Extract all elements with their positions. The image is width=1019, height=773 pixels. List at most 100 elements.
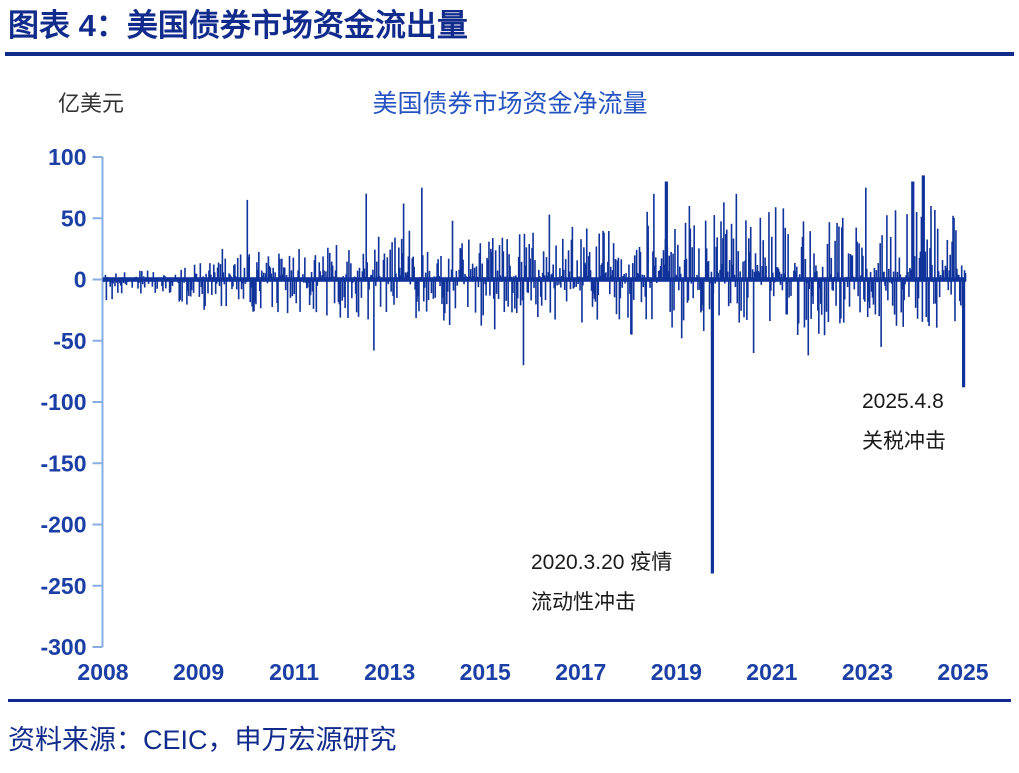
bar: [662, 250, 665, 282]
bar: [651, 277, 653, 320]
bar: [295, 277, 298, 304]
bar: [678, 266, 681, 282]
bar: [906, 214, 908, 282]
bar: [191, 277, 194, 282]
bar: [293, 277, 296, 295]
bar: [300, 277, 302, 282]
bar: [347, 277, 349, 318]
bar: [553, 277, 555, 289]
bar: [832, 277, 834, 291]
bar: [438, 275, 440, 282]
bar: [173, 277, 176, 282]
bar: [225, 277, 228, 307]
bar: [504, 276, 507, 282]
bar: [345, 274, 347, 282]
bar: [264, 273, 267, 282]
bar: [178, 277, 181, 302]
bar: [778, 271, 781, 282]
bar: [701, 277, 703, 311]
bar: [557, 277, 559, 282]
bar: [619, 277, 622, 299]
bar: [374, 249, 376, 282]
bar: [560, 277, 562, 288]
bar: [708, 277, 711, 310]
x-tick-label: 2025: [937, 659, 988, 685]
bar: [533, 277, 535, 288]
bar: [629, 277, 631, 294]
bar: [509, 265, 511, 282]
bar: [313, 260, 316, 282]
bar: [218, 277, 221, 286]
bar: [727, 277, 730, 307]
bar: [266, 277, 269, 284]
bar: [550, 274, 553, 282]
title-divider: [5, 52, 1014, 56]
bar: [385, 277, 388, 312]
bar: [432, 277, 435, 299]
bar: [706, 261, 709, 282]
bar: [125, 277, 128, 286]
bar: [547, 272, 550, 282]
bar: [285, 275, 288, 282]
bar: [348, 250, 350, 282]
bar: [695, 277, 697, 282]
bar: [940, 277, 943, 282]
bar: [412, 256, 414, 282]
bar: [425, 277, 428, 312]
bar: [849, 253, 852, 282]
bar: [621, 277, 624, 288]
bar: [949, 254, 951, 282]
bar: [734, 277, 737, 288]
bar: [284, 277, 287, 291]
bar: [810, 277, 812, 319]
bar: [958, 277, 961, 301]
bar: [647, 225, 649, 282]
bar: [166, 277, 169, 282]
bar: [773, 277, 776, 283]
bar: [460, 248, 462, 282]
bar: [193, 264, 196, 282]
annotation-covid-line1: 2020.3.20 疫情: [531, 551, 673, 574]
bar: [702, 277, 705, 331]
bar: [325, 271, 327, 282]
bar: [117, 277, 119, 293]
bar: [935, 277, 937, 304]
bar: [262, 272, 265, 282]
bar: [572, 277, 575, 289]
bar: [143, 277, 146, 288]
bar: [845, 276, 848, 282]
annotation-tariff: 2025.4.8 关税冲击: [862, 382, 946, 462]
bar: [573, 277, 576, 288]
bar: [227, 277, 229, 282]
bar: [705, 248, 708, 282]
bar: [449, 277, 452, 282]
bar: [387, 277, 390, 285]
bar: [923, 271, 926, 282]
bar: [865, 268, 868, 282]
bar: [339, 277, 342, 318]
bar: [120, 277, 123, 294]
annotation-tariff-line2: 关税冲击: [862, 430, 946, 453]
bar: [480, 277, 483, 326]
bar: [591, 277, 594, 307]
bar: [613, 277, 616, 298]
bar: [655, 277, 658, 283]
bar: [298, 249, 300, 282]
bar: [245, 277, 248, 283]
bar: [128, 277, 131, 282]
bar: [430, 277, 433, 294]
bar: [124, 277, 127, 284]
bar: [103, 277, 106, 282]
bar: [477, 277, 480, 288]
bar: [258, 251, 260, 282]
bar: [283, 267, 286, 282]
bar: [521, 277, 524, 301]
bar: [762, 240, 764, 282]
bar: [728, 260, 731, 282]
bar: [192, 277, 195, 293]
bar: [250, 277, 252, 288]
x-tick-label: 2023: [842, 659, 893, 685]
bar: [398, 267, 401, 282]
bar: [699, 277, 701, 290]
bar: [611, 270, 614, 282]
